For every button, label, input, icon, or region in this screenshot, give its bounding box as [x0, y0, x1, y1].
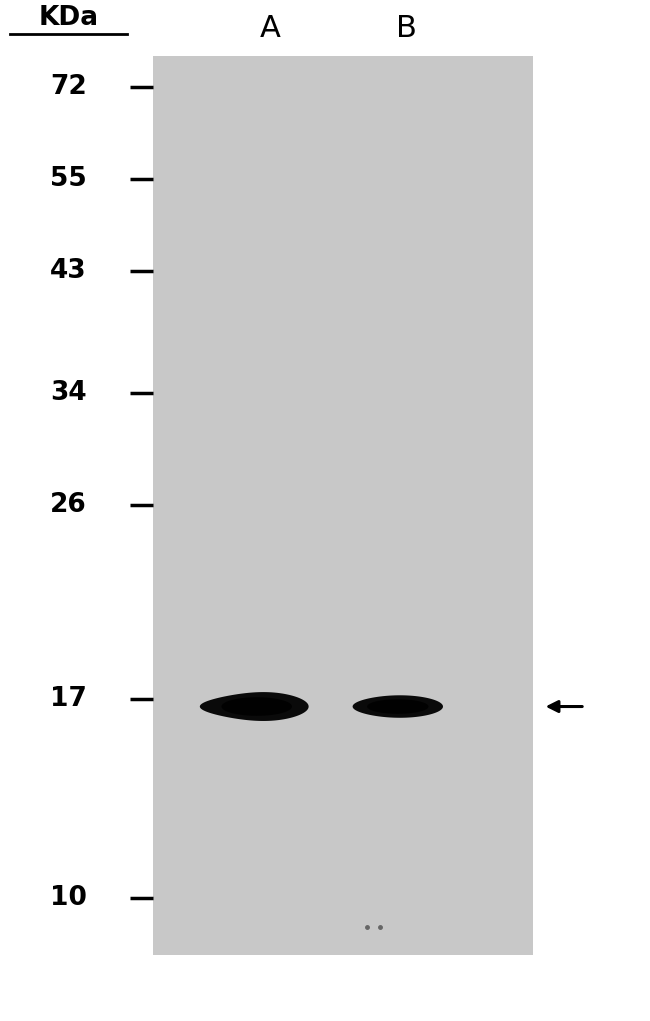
Polygon shape [200, 692, 309, 721]
Text: 26: 26 [50, 492, 86, 519]
Text: 55: 55 [50, 165, 86, 192]
Text: KDa: KDa [38, 5, 98, 31]
Text: 17: 17 [50, 686, 86, 713]
Polygon shape [367, 699, 428, 714]
Polygon shape [352, 695, 443, 718]
Text: B: B [396, 14, 417, 43]
Text: 34: 34 [50, 380, 86, 406]
Text: A: A [259, 14, 280, 43]
Bar [153, 56, 533, 955]
Text: 10: 10 [50, 885, 86, 912]
Polygon shape [222, 697, 292, 716]
Text: 72: 72 [50, 74, 86, 100]
Text: 43: 43 [50, 257, 86, 284]
